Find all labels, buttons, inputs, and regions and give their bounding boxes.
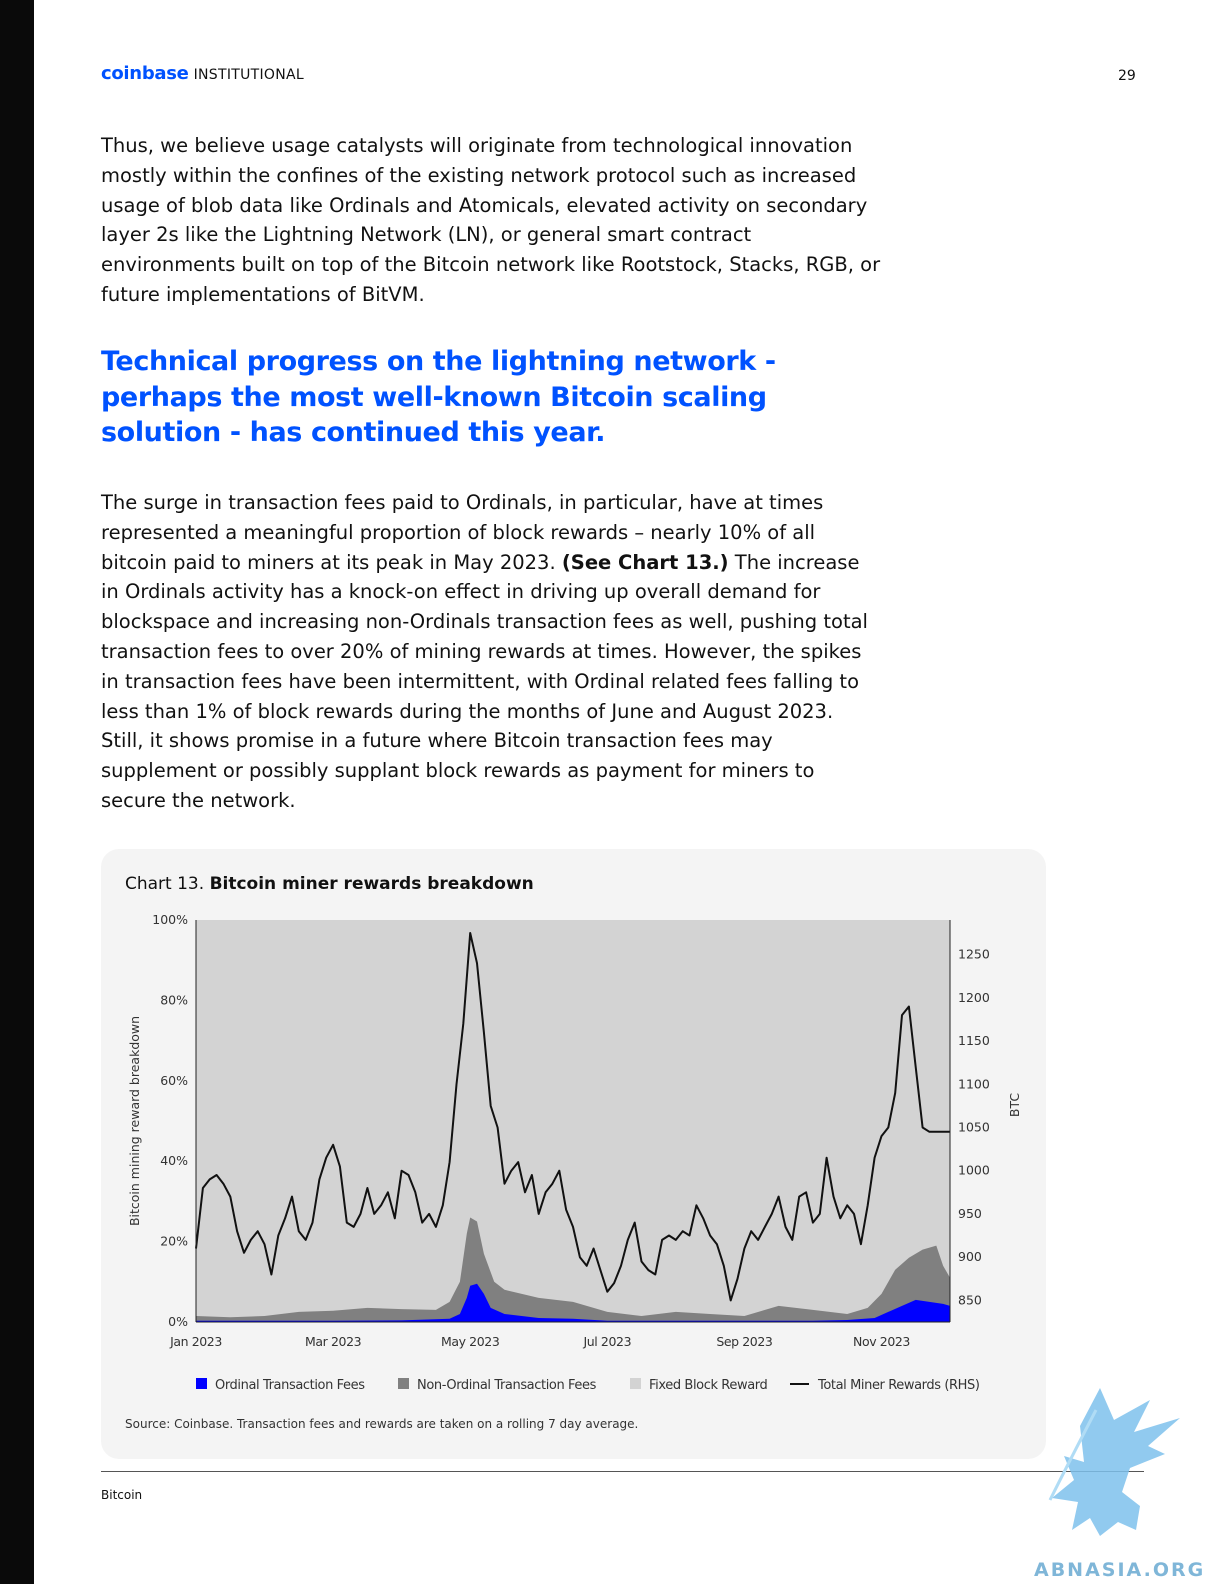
- chart-title-text: Bitcoin miner rewards breakdown: [209, 874, 534, 894]
- x-tick-label: Jan 2023: [169, 1334, 222, 1349]
- legend-total-label: Total Miner Rewards (RHS): [817, 1378, 980, 1393]
- watermark-bird-icon: [1052, 1388, 1180, 1536]
- y2-axis-title: BTC: [1007, 1093, 1022, 1117]
- left-edge-bar: [0, 0, 34, 1584]
- header-brand: coinbase INSTITUTIONAL: [101, 63, 304, 84]
- plot-background: [196, 920, 950, 1322]
- y-tick-label: 20%: [160, 1234, 188, 1249]
- y-tick-label: 100%: [152, 912, 188, 927]
- y-tick-label: 0%: [168, 1314, 188, 1329]
- body-paragraph: The surge in transaction fees paid to Or…: [101, 488, 881, 816]
- y-tick-label: 40%: [160, 1153, 188, 1168]
- legend-non-ordinal-swatch: [398, 1378, 409, 1389]
- x-tick-label: Nov 2023: [853, 1334, 910, 1349]
- brand-suffix: INSTITUTIONAL: [193, 67, 304, 83]
- page-number: 29: [1118, 68, 1136, 84]
- chart-label: Chart 13.: [125, 874, 205, 894]
- coinbase-logo: coinbase: [101, 63, 189, 84]
- section-heading: Technical progress on the lightning netw…: [101, 346, 776, 448]
- legend: Ordinal Transaction Fees Non-Ordinal Tra…: [196, 1378, 980, 1393]
- y2-tick-label: 1000: [958, 1163, 990, 1178]
- y-tick-label: 60%: [160, 1073, 188, 1088]
- total-rewards-line: [195, 932, 950, 1302]
- x-tick-label: Jul 2023: [582, 1334, 631, 1349]
- y2-tick-label: 1250: [958, 947, 990, 962]
- watermark-logo: ABNASIA.ORG: [1034, 1388, 1205, 1581]
- watermark-feather-icon: [1048, 1409, 1098, 1501]
- legend-ordinal-swatch: [196, 1378, 207, 1389]
- legend-fixed-label: Fixed Block Reward: [649, 1378, 767, 1393]
- ordinal-fees-area: [196, 1283, 950, 1322]
- legend-fixed-swatch: [630, 1378, 641, 1389]
- body-text-part1: The surge in transaction fees paid to Or…: [101, 491, 824, 574]
- chart-title: Chart 13. Bitcoin miner rewards breakdow…: [125, 874, 534, 894]
- chart-card: Chart 13. Bitcoin miner rewards breakdow…: [101, 849, 1046, 1459]
- y2-tick-label: 900: [958, 1249, 982, 1264]
- y2-tick-label: 1150: [958, 1033, 990, 1048]
- y2-tick-label: 1100: [958, 1076, 990, 1091]
- watermark-text: ABNASIA.ORG: [1034, 1559, 1205, 1581]
- y2-tick-label: 1050: [958, 1120, 990, 1135]
- x-tick-label: Sep 2023: [716, 1334, 772, 1349]
- x-tick-label: Mar 2023: [305, 1334, 361, 1349]
- intro-paragraph: Thus, we believe usage catalysts will or…: [101, 134, 881, 306]
- footer-divider: [101, 1471, 1144, 1472]
- body-text-part2: The increase in Ordinals activity has a …: [101, 550, 868, 812]
- y2-tick-label: 950: [958, 1206, 982, 1221]
- y-axis-title: Bitcoin mining reward breakdown: [127, 1016, 142, 1226]
- x-tick-label: May 2023: [441, 1334, 499, 1349]
- miner-rewards-chart: 0% 20% 40% 60% 80% 100% 850 900 950 1000 1050 1100…: [127, 912, 1022, 1393]
- y2-tick-label: 850: [958, 1292, 982, 1307]
- legend-non-ordinal-label: Non-Ordinal Transaction Fees: [417, 1378, 597, 1393]
- chart-source: Source: Coinbase. Transaction fees and r…: [125, 1417, 639, 1431]
- chart-reference[interactable]: (See Chart 13.): [561, 550, 729, 574]
- legend-ordinal-label: Ordinal Transaction Fees: [215, 1378, 365, 1393]
- y-tick-label: 80%: [160, 992, 188, 1007]
- y2-tick-label: 1200: [958, 990, 990, 1005]
- non-ordinal-fees-area: [196, 1217, 950, 1322]
- footer-label: Bitcoin: [101, 1488, 143, 1502]
